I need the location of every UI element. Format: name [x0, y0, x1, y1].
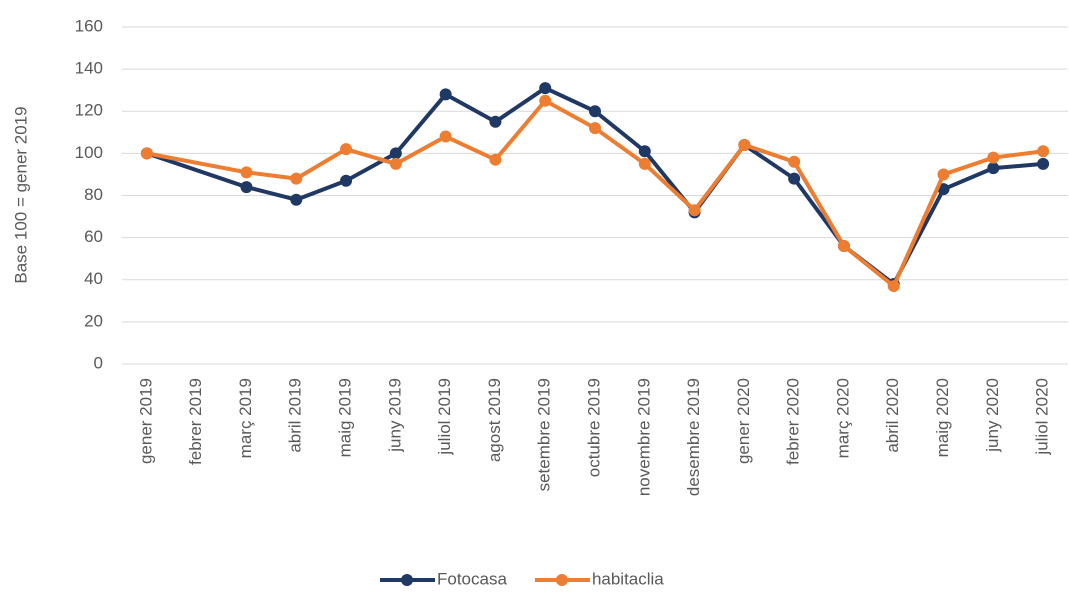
x-tick-label: maig 2019 [336, 378, 355, 457]
point [937, 183, 950, 196]
line-segment [443, 92, 498, 124]
point [589, 105, 601, 118]
point [589, 122, 601, 135]
point [439, 88, 452, 101]
x-tick-label: març 2020 [833, 378, 852, 458]
point [489, 115, 502, 128]
line-segment [792, 159, 846, 249]
x-tick-label: març 2019 [236, 378, 255, 458]
line-segment [344, 147, 398, 166]
point [788, 155, 801, 168]
point [439, 130, 452, 143]
point [539, 94, 552, 107]
point [389, 147, 402, 160]
x-tick-label: desembre 2019 [684, 378, 703, 496]
line-segment [244, 185, 299, 202]
line-segment [941, 155, 996, 177]
line-segment [393, 92, 448, 156]
x-tick-label: juliol 2019 [435, 378, 454, 456]
line-segment [991, 161, 1046, 171]
point [340, 174, 353, 187]
x-tick-label: octubre 2019 [584, 378, 603, 477]
point [1037, 145, 1050, 158]
point [788, 172, 801, 185]
y-tick-label: 20 [84, 311, 103, 330]
point [240, 166, 253, 179]
line-segment [593, 126, 647, 166]
y-tick-label: 120 [75, 101, 103, 120]
y-axis-label: Base 100 = gener 2019 [11, 106, 30, 283]
x-tick-label: gener 2020 [734, 378, 753, 464]
x-tick-label: juliol 2020 [1033, 378, 1052, 456]
point [290, 172, 303, 185]
x-tick-label: setembre 2019 [535, 378, 554, 491]
line-segment [642, 161, 697, 213]
y-tick-label: 60 [84, 227, 103, 246]
y-tick-label: 100 [75, 143, 103, 162]
line-segment [443, 134, 498, 162]
point [140, 147, 153, 160]
line-segment [393, 134, 448, 166]
line-segment [294, 178, 349, 202]
line-segment [344, 151, 398, 183]
line-segment [543, 86, 597, 114]
x-tick-label: abril 2020 [883, 378, 902, 453]
point [340, 143, 353, 156]
x-tick-label: febrer 2020 [784, 378, 803, 465]
point [837, 240, 850, 253]
line-segment [244, 170, 299, 181]
line-segment [144, 151, 249, 175]
point [1037, 157, 1050, 170]
line-segment [891, 172, 946, 289]
x-tick-label: juny 2020 [983, 378, 1002, 453]
y-tick-label: 40 [84, 269, 103, 288]
x-tick-label: febrer 2019 [186, 378, 205, 465]
point [290, 193, 303, 206]
x-tick-label: abril 2019 [286, 378, 305, 453]
point [539, 82, 552, 95]
line-segment [493, 86, 548, 124]
x-tick-label: maig 2020 [933, 378, 952, 457]
line-segment [692, 142, 747, 213]
line-segment [144, 151, 249, 190]
legend-marker [401, 574, 413, 586]
legend-marker [555, 574, 568, 586]
legend-label: habitaclia [592, 569, 664, 588]
y-tick-label: 80 [84, 185, 103, 204]
point [887, 280, 900, 293]
x-tick-label: novembre 2019 [634, 378, 653, 496]
point [638, 157, 651, 170]
x-tick-label: juny 2019 [385, 378, 404, 453]
line-segment [493, 98, 548, 162]
line-segment [742, 142, 797, 181]
line-segment [941, 166, 996, 192]
y-tick-label: 0 [94, 353, 103, 372]
point [688, 204, 701, 217]
point [937, 168, 950, 181]
y-tick-label: 160 [75, 16, 103, 35]
point [987, 151, 1000, 164]
line-segment [742, 142, 797, 164]
line-segment [841, 244, 896, 289]
line-segment [991, 149, 1046, 160]
x-tick-label: gener 2019 [136, 378, 155, 464]
point [489, 153, 502, 166]
point [638, 145, 651, 158]
line-segment [294, 147, 349, 181]
y-tick-label: 140 [75, 59, 103, 78]
line-segment [543, 98, 597, 131]
point [389, 157, 402, 170]
legend-label: Fotocasa [437, 569, 507, 588]
point [738, 138, 751, 151]
line-segment [593, 109, 647, 154]
point [240, 181, 253, 194]
point [987, 162, 1000, 175]
x-tick-label: agost 2019 [485, 378, 504, 462]
